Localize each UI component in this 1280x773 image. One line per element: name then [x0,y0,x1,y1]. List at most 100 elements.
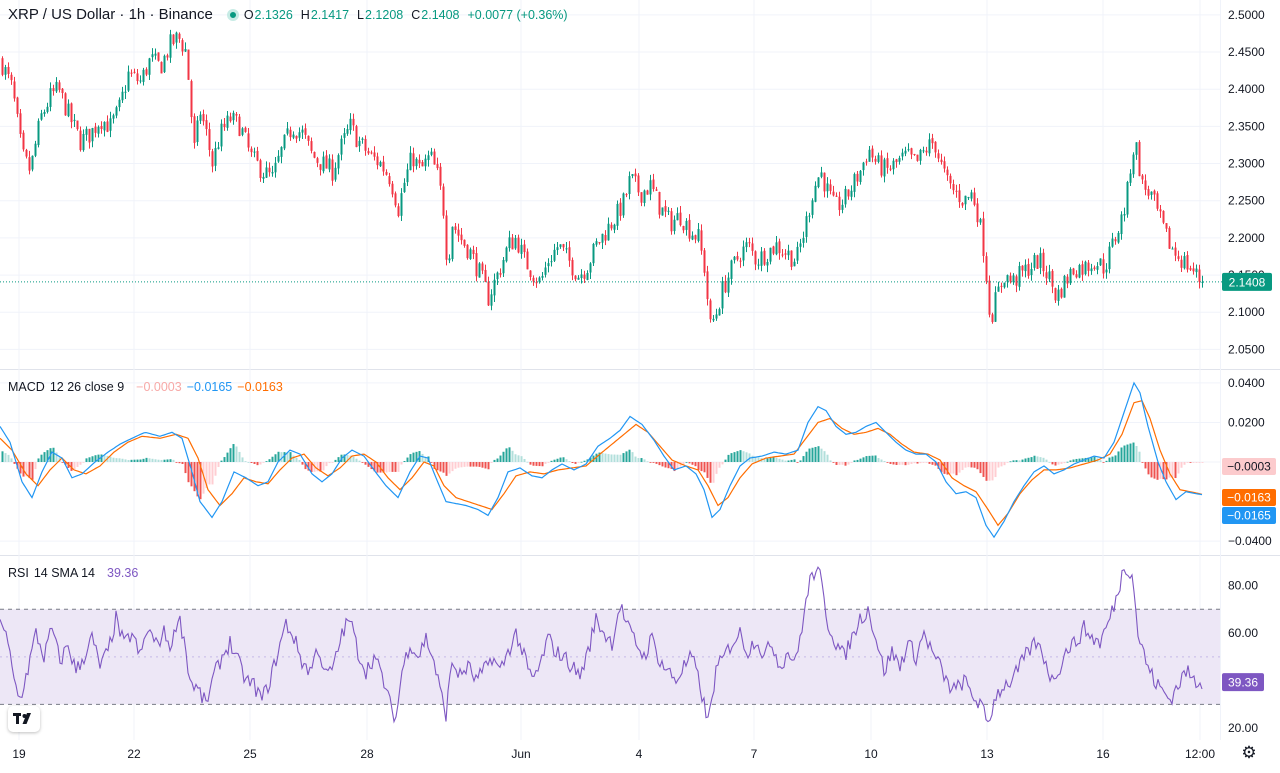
macd-hist-bar [1126,444,1129,463]
candle-body [385,171,388,175]
candle-body [283,134,286,149]
candle-body [1066,276,1069,284]
macd-hist-bar [1045,459,1048,463]
candle-body [4,67,7,75]
macd-hist-bar [1147,462,1150,475]
candle-body [976,203,979,223]
macd-hist-bar [343,454,346,463]
macd-hist-bar [958,462,961,473]
candle-body [622,193,625,216]
macd-hist-bar [1114,455,1117,463]
macd-hist-bar [31,462,34,480]
macd-hist-bar [514,454,517,463]
candle-body [1096,266,1099,270]
macd-hist-bar [259,462,262,465]
macd-hist-bar [55,452,58,463]
macd-hist-bar [907,462,910,465]
candle-body [763,250,766,265]
macd-hist-bar [145,457,148,463]
eye-dot-icon[interactable] [226,8,239,21]
candle-body [844,188,847,205]
candle-body [829,184,832,191]
candle-body [472,249,475,255]
macd-hist-bar [634,456,637,463]
gear-icon[interactable]: ⚙ [1241,743,1257,762]
tradingview-logo-icon[interactable] [8,706,40,732]
macd-hist-bar [19,462,22,474]
macd-hist-bar [775,457,778,463]
macd-hist-bar [64,462,67,465]
macd-hist-bar [238,451,241,463]
candle-body [1141,175,1144,180]
candle-body [370,152,373,154]
macd-label[interactable]: MACD [8,380,45,394]
macd-hist-bar [841,462,844,465]
candle-body [565,248,568,250]
candle-body [1033,255,1036,268]
candle-body [931,138,934,144]
macd-hist-bar [1027,457,1030,463]
macd-hist-bar [751,455,754,463]
candle-body [106,121,109,132]
ohlc-open-key: O [243,7,254,22]
candle-body [157,52,160,61]
candle-body [310,141,313,151]
macd-hist-bar [949,462,952,474]
candle-body [256,150,259,161]
macd-hist-bar [643,459,646,463]
macd-hist-bar [688,462,691,464]
macd-hist-bar [1192,462,1195,463]
candle-body [877,155,880,162]
macd-hist-bar [1072,459,1075,463]
rsi-label[interactable]: RSI [8,566,29,580]
candle-body [67,103,70,117]
time-axis-label: 13 [980,747,994,761]
macd-hist-bar [301,462,304,465]
candle-body [1093,267,1096,269]
candle-body [994,292,997,322]
macd-hist-bar [133,459,136,463]
candle-body [652,179,655,190]
rsi-axis-label: 20.00 [1228,721,1258,735]
macd-hist-bar [952,462,955,474]
macd-hist-bar [916,462,919,464]
candle-body [571,259,574,276]
candle-body [667,210,670,212]
macd-hist-bar [1090,457,1093,463]
macd-hist-bar [814,446,817,463]
candle-body [496,272,499,280]
macd-hist-bar [1120,447,1123,463]
macd-hist-bar [538,462,541,467]
candle-body [118,99,121,108]
candle-body [901,152,904,157]
macd-hist-bar [484,462,487,469]
candle-body [865,161,868,163]
candle-body [838,196,841,211]
macd-hist-bar [802,456,805,463]
macd-hist-bar [412,452,415,463]
macd-hist-bar [1105,460,1108,463]
candle-body [1156,193,1159,209]
macd-params: 12 26 close 9 [49,380,125,394]
candle-body [754,251,757,265]
macd-hist-bar [781,459,784,463]
candle-body [1117,232,1120,243]
candle-body [46,106,49,112]
candle-body [160,61,163,74]
candle-body [202,114,205,122]
macd-hist-bar [631,452,634,463]
macd-hist-bar [697,462,700,470]
macd-hist-bar [130,459,133,463]
ohlc-open-value: 2.1326 [254,7,293,22]
macd-hist-bar [520,456,523,463]
candle-body [1183,256,1186,269]
macd-hist-bar [895,462,898,465]
candle-body [691,235,694,240]
candle-body [85,128,88,135]
symbol-title[interactable]: XRP / US Dollar · 1h · Binance [8,6,213,23]
candles-group[interactable] [1,29,1204,324]
macd-hist-bar [790,459,793,463]
macd-hist-bar [823,451,826,463]
